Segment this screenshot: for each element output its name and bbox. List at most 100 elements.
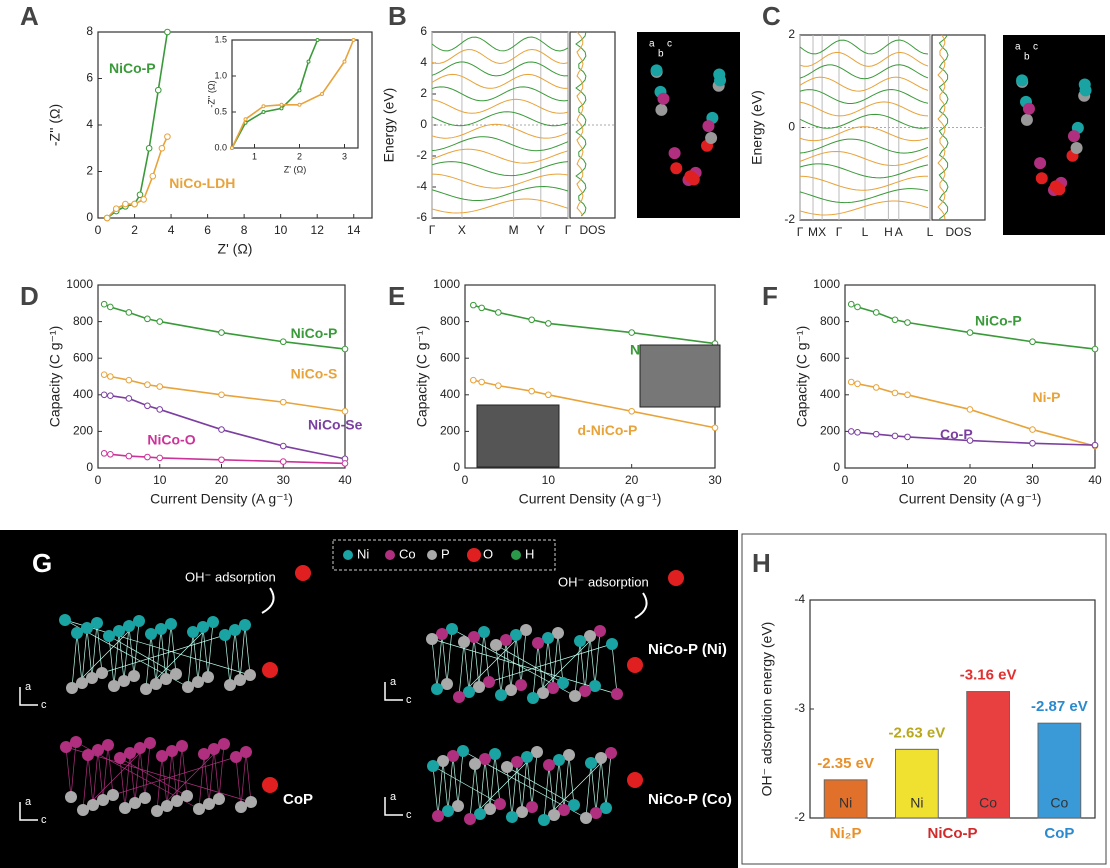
y-tick-label: 8 [86, 24, 93, 38]
data-point [1030, 339, 1036, 345]
atom [1016, 74, 1028, 86]
k-point-label: X [818, 225, 826, 239]
x-tick-label: 2 [297, 151, 302, 161]
x-tick-label: 14 [347, 223, 361, 237]
data-point [262, 111, 265, 114]
atom [585, 757, 597, 769]
atom [580, 812, 592, 824]
y-tick-label: 2 [788, 27, 795, 41]
atom [705, 132, 717, 144]
legend-swatch [343, 550, 353, 560]
series-label: NiCo-P [975, 312, 1022, 328]
atom [65, 791, 77, 803]
bar-label: Ni [910, 795, 923, 811]
y-tick-label: 0 [420, 117, 427, 131]
y-axis-label: -Z'' (Ω) [47, 104, 63, 146]
axis-letter: b [1024, 52, 1030, 63]
band-curve [800, 127, 928, 141]
y-tick-label: 400 [73, 387, 93, 401]
series-label: NiCo-LDH [169, 175, 235, 191]
adsorbate [262, 662, 278, 678]
k-point-label: Γ [836, 225, 843, 239]
legend-label: Ni [357, 546, 369, 561]
atom [114, 752, 126, 764]
y-tick-label: 0 [453, 460, 460, 474]
atom [1080, 84, 1092, 96]
series-label: NiCo-S [291, 365, 338, 381]
data-point [157, 319, 163, 325]
series-label: NiCo-O [147, 431, 195, 447]
data-point [231, 147, 234, 150]
atom [77, 804, 89, 816]
y-tick-label: 200 [820, 424, 840, 438]
y-axis-label: Energy (eV) [381, 88, 397, 163]
adsorbate [627, 772, 643, 788]
band-curve [800, 40, 928, 54]
band-curve [432, 74, 568, 88]
data-point [529, 317, 535, 323]
band-curve [432, 174, 568, 188]
data-point [321, 93, 324, 96]
y-tick-label: -3 [794, 701, 805, 715]
band-curve [800, 52, 928, 66]
group-label: Ni₂P [830, 825, 862, 842]
band-curve [800, 164, 928, 178]
band-curve [432, 187, 568, 201]
atom [60, 741, 72, 753]
data-point [629, 330, 635, 336]
data-point [262, 105, 265, 108]
atom [453, 691, 465, 703]
data-point [546, 392, 552, 398]
y-tick-label: 4 [86, 117, 93, 131]
data-point [101, 301, 107, 307]
x-tick-label: 30 [1026, 473, 1040, 487]
axis-letter: c [406, 694, 412, 706]
axis-letter: c [1033, 42, 1038, 53]
axis-letter: a [390, 676, 397, 688]
y-tick-label: 0 [86, 210, 93, 224]
data-point [479, 379, 485, 385]
data-point [219, 457, 225, 463]
k-point-label: H [884, 225, 893, 239]
band-curve [432, 199, 568, 213]
x-tick-label: 8 [241, 223, 248, 237]
x-tick-label: 10 [542, 473, 556, 487]
data-point [1030, 440, 1036, 446]
data-point [905, 434, 911, 440]
data-point [342, 408, 348, 414]
legend-label: H [525, 546, 534, 561]
data-point [145, 316, 151, 322]
x-tick-label: 20 [625, 473, 639, 487]
data-point [280, 459, 286, 465]
data-point [123, 201, 129, 207]
data-point [157, 455, 163, 461]
data-point [141, 197, 147, 203]
data-point [145, 382, 151, 388]
data-point [165, 29, 171, 35]
value-label: -2.35 eV [817, 755, 874, 772]
data-point [712, 425, 718, 431]
axis-letter: a [25, 681, 32, 693]
atom [574, 635, 586, 647]
band-curve [800, 139, 928, 153]
tem-image [640, 345, 720, 407]
value-label: -3.16 eV [960, 667, 1017, 684]
data-point [1030, 427, 1036, 433]
y-tick-label: -2 [416, 148, 427, 162]
k-point-label: Y [537, 223, 545, 237]
data-point [298, 89, 301, 92]
data-point [146, 145, 152, 151]
data-point [126, 310, 132, 316]
atom [669, 147, 681, 159]
y-tick-label: 6 [86, 71, 93, 85]
x-tick-label: 0 [95, 473, 102, 487]
y-tick-label: -4 [794, 592, 805, 606]
y-axis-label: -Z'' (Ω) [206, 80, 216, 107]
y-axis-label: Capacity (C g⁻¹) [794, 326, 810, 428]
atom [464, 813, 476, 825]
structure-image [1003, 35, 1105, 235]
data-point [892, 390, 898, 396]
data-point [496, 310, 502, 316]
data-point [307, 60, 310, 63]
band-curve [800, 201, 928, 215]
